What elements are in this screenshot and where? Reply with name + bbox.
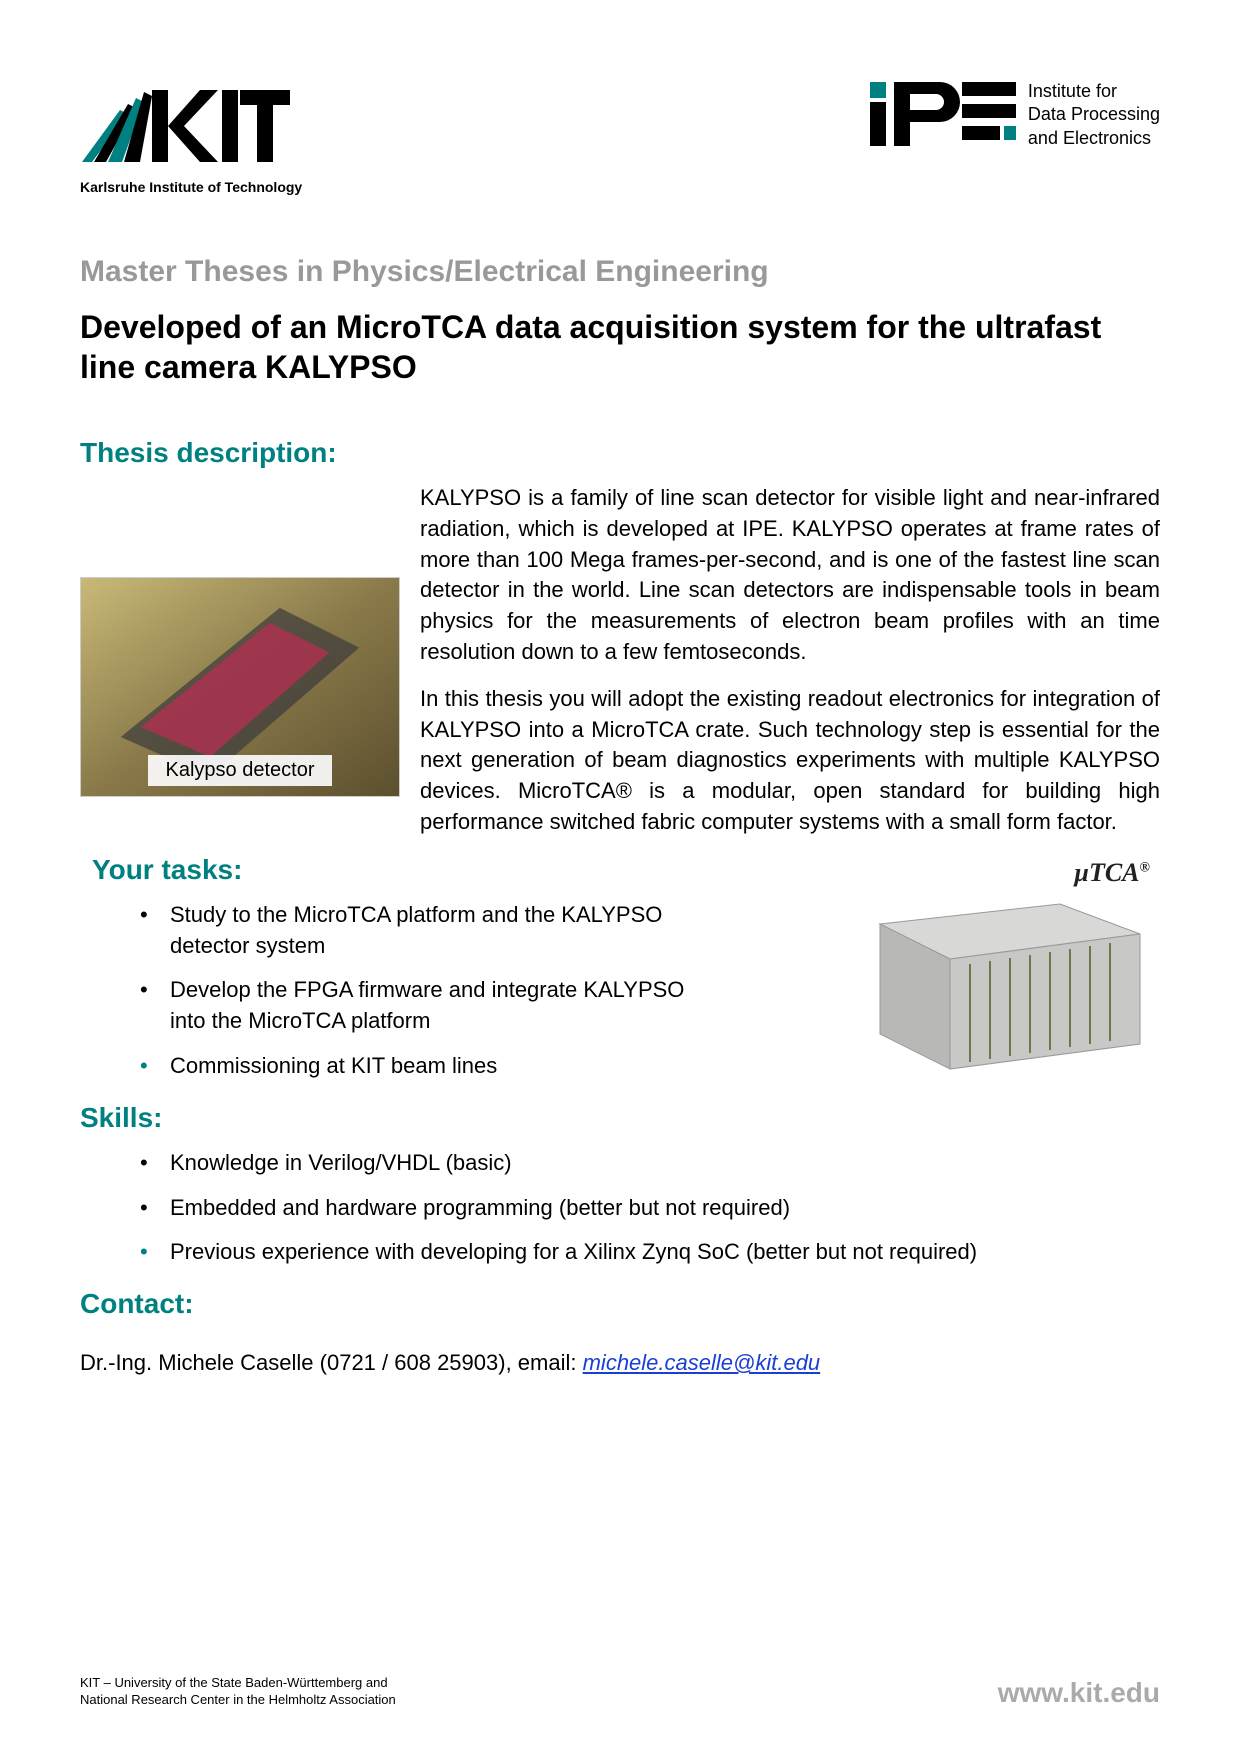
ipe-logo: Institute for Data Processing and Electr… <box>870 80 1160 150</box>
document-category: Master Theses in Physics/Electrical Engi… <box>80 255 1160 289</box>
footer-line-1: KIT – University of the State Baden-Würt… <box>80 1674 396 1692</box>
ipe-logo-text: Institute for Data Processing and Electr… <box>1028 80 1160 150</box>
figure-microtca-crate: µTCA® <box>860 854 1160 1084</box>
skills-list: Knowledge in Verilog/VHDL (basic) Embedd… <box>80 1148 1160 1268</box>
heading-thesis-description: Thesis description: <box>80 437 1160 469</box>
heading-skills: Skills: <box>80 1102 1160 1134</box>
task-item: Commissioning at KIT beam lines <box>140 1051 1160 1082</box>
skill-item: Embedded and hardware programming (bette… <box>140 1193 1160 1224</box>
heading-contact: Contact: <box>80 1288 1160 1320</box>
kit-logo: Karlsruhe Institute of Technology <box>80 80 302 195</box>
figure-kalypso-detector: Kalypso detector <box>80 577 400 797</box>
contact-email-link[interactable]: michele.caselle@kit.edu <box>583 1350 821 1375</box>
ipe-line-1: Institute for <box>1028 80 1160 103</box>
task-text: Study to the MicroTCA platform and the K… <box>170 902 662 958</box>
crate-image-placeholder <box>860 854 1160 1084</box>
task-text: Develop the FPGA firmware and integrate … <box>170 977 684 1033</box>
ipe-logo-mark <box>870 80 1020 150</box>
document-title: Developed of an MicroTCA data acquisitio… <box>80 307 1160 387</box>
skill-text: Knowledge in Verilog/VHDL (basic) <box>170 1150 512 1175</box>
kit-tagline: Karlsruhe Institute of Technology <box>80 179 302 195</box>
footer-line-2: National Research Center in the Helmholt… <box>80 1691 396 1709</box>
task-item: Develop the FPGA firmware and integrate … <box>140 975 700 1037</box>
page-header: Karlsruhe Institute of Technology Instit… <box>80 80 1160 195</box>
task-text: Commissioning at KIT beam lines <box>170 1053 497 1078</box>
task-item: Study to the MicroTCA platform and the K… <box>140 900 700 962</box>
footer-url: www.kit.edu <box>998 1677 1160 1709</box>
page-footer: KIT – University of the State Baden-Würt… <box>80 1674 1160 1709</box>
skill-item: Previous experience with developing for … <box>140 1237 1160 1268</box>
ipe-line-3: and Electronics <box>1028 127 1160 150</box>
figure-caption: Kalypso detector <box>148 755 333 786</box>
contact-text: Dr.-Ing. Michele Caselle (0721 / 608 259… <box>80 1350 583 1375</box>
skill-item: Knowledge in Verilog/VHDL (basic) <box>140 1148 1160 1179</box>
ipe-line-2: Data Processing <box>1028 103 1160 126</box>
utca-label: µTCA® <box>1074 858 1150 888</box>
kit-logo-mark <box>80 80 302 175</box>
skill-text: Embedded and hardware programming (bette… <box>170 1195 790 1220</box>
skill-text: Previous experience with developing for … <box>170 1239 977 1264</box>
footer-affiliation: KIT – University of the State Baden-Würt… <box>80 1674 396 1709</box>
contact-line: Dr.-Ing. Michele Caselle (0721 / 608 259… <box>80 1350 1160 1376</box>
